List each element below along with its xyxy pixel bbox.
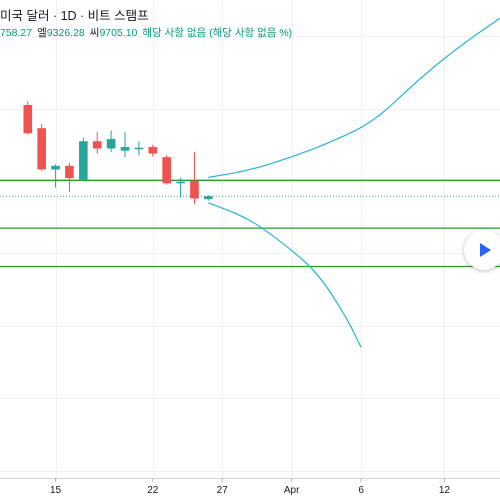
dividend-readout: 해당 사항 없음 (해당 사항 없음 %) <box>142 27 293 39</box>
chart-title: 미국 달러 · 1D · 비트 스탬프 <box>0 9 149 23</box>
candle-body <box>106 139 116 149</box>
candle <box>106 130 116 153</box>
ohlc-readout: 758.27 엘9326.28 씨9705.10 해당 사항 없음 (해당 사항 없음… <box>0 25 292 39</box>
projection-upper <box>208 17 500 178</box>
candle-body <box>37 128 46 170</box>
projection-curves <box>208 17 500 349</box>
scroll-to-realtime-button[interactable] <box>464 230 500 270</box>
ohlc-first-value: 758.27 <box>0 27 33 39</box>
grid-lines <box>0 0 500 478</box>
ohlc-close-value: 9705.10 <box>99 27 138 39</box>
candle <box>176 178 185 198</box>
ohlc-close-label: 씨 <box>89 27 100 39</box>
x-tick-label: 27 <box>217 485 229 496</box>
candle <box>120 131 130 158</box>
candle-body <box>120 147 130 151</box>
candle-body <box>79 141 88 180</box>
candle-body <box>148 147 158 154</box>
candle <box>190 152 199 205</box>
candle-body <box>204 196 213 200</box>
candle <box>23 101 33 135</box>
ohlc-low-label: 엘 <box>37 27 47 39</box>
play-arrow-icon <box>480 243 491 257</box>
x-tick-label: 15 <box>50 485 62 496</box>
candle <box>51 164 60 188</box>
candle <box>37 123 46 171</box>
x-tick-label: 6 <box>358 485 364 496</box>
x-axis: 15 22 27 Apr 6 12 <box>0 478 500 496</box>
x-tick-label: 12 <box>439 485 451 496</box>
candle-body <box>23 105 33 134</box>
candle-body <box>162 157 171 184</box>
candle-body <box>134 147 144 150</box>
ohlc-low-value: 9326.28 <box>46 27 85 39</box>
candle <box>148 144 158 157</box>
candlesticks <box>23 101 213 205</box>
candle-body <box>190 181 199 199</box>
candle <box>79 137 88 182</box>
x-tick-label: 22 <box>147 485 159 496</box>
candle <box>92 131 102 154</box>
candle-body <box>65 165 74 179</box>
candle <box>134 141 144 156</box>
candle <box>204 194 213 201</box>
candle-body <box>92 141 102 149</box>
candle-body <box>51 165 60 170</box>
x-tick-label: Apr <box>284 485 300 496</box>
projection-lower <box>208 202 362 349</box>
candle <box>65 162 74 192</box>
candle-body <box>176 181 185 184</box>
candle <box>162 154 171 185</box>
